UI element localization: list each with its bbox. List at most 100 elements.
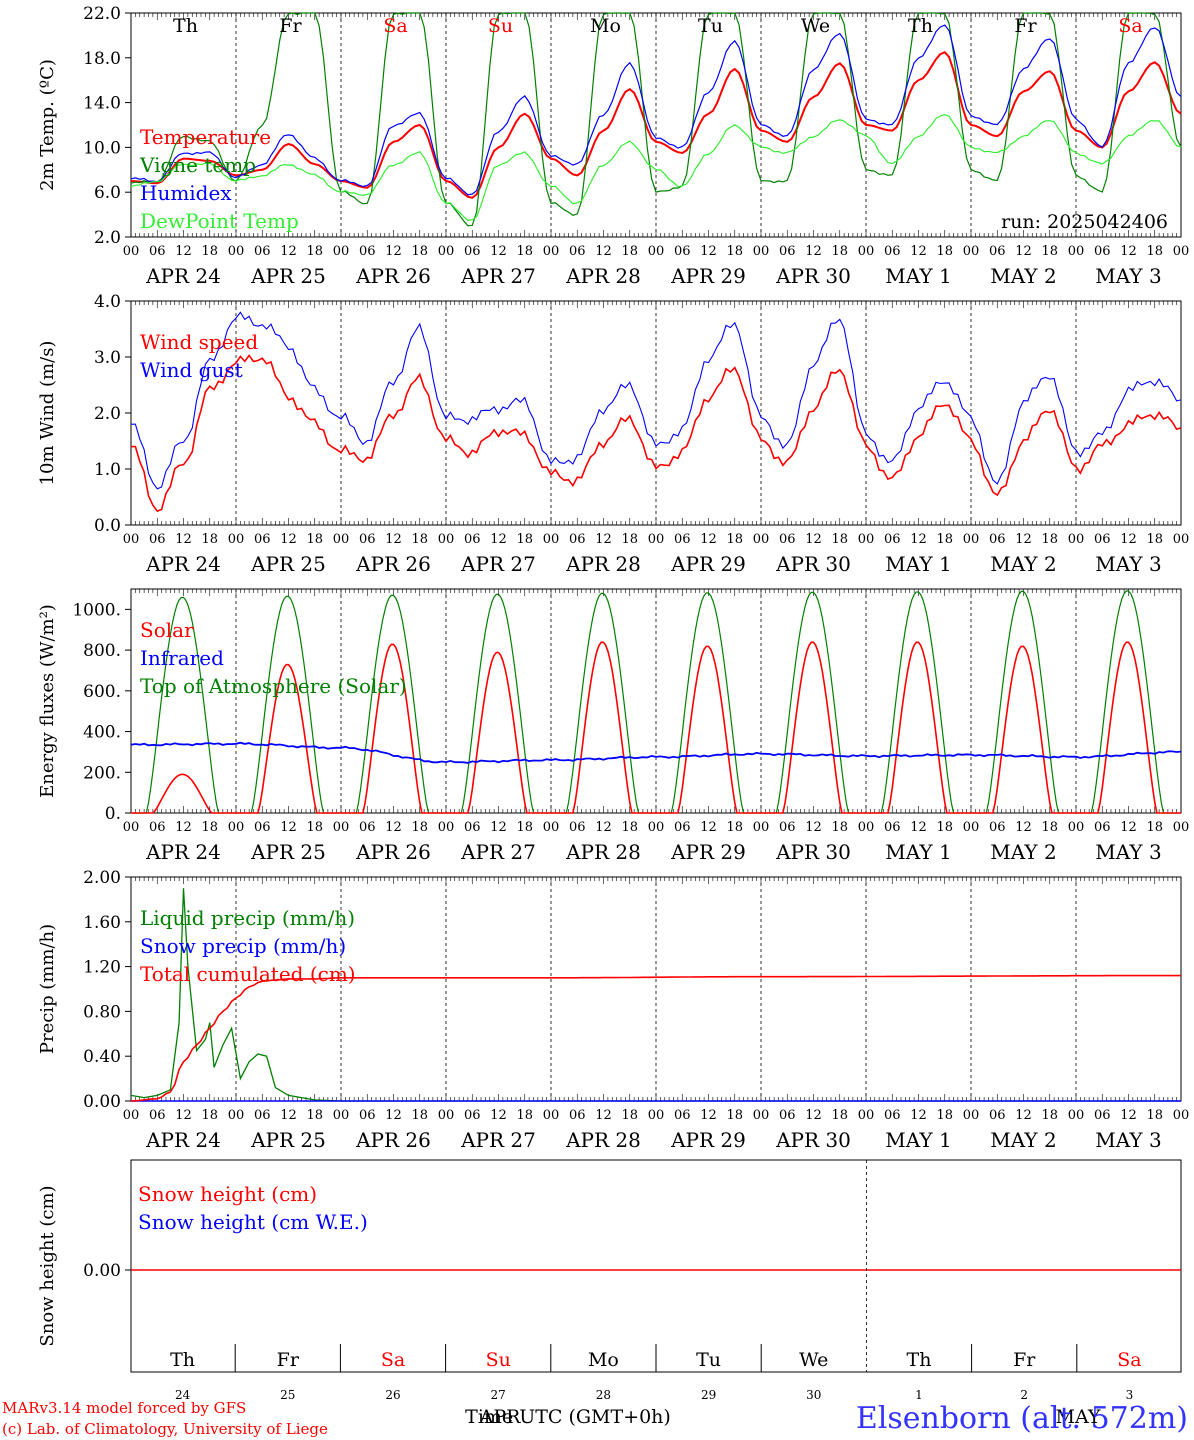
hour-tick-label: 12 bbox=[175, 1108, 192, 1123]
day-number-label: 29 bbox=[701, 1388, 716, 1402]
hour-tick-label: 18 bbox=[1146, 532, 1163, 547]
day-number-label: 1 bbox=[915, 1388, 923, 1402]
hour-tick-label: 12 bbox=[1015, 244, 1032, 259]
hour-tick-label: 06 bbox=[674, 532, 691, 547]
hour-tick-label: 18 bbox=[411, 244, 428, 259]
legend-entry: Wind gust bbox=[140, 358, 243, 382]
hour-tick-label: 18 bbox=[726, 532, 743, 547]
hour-tick-label: 12 bbox=[175, 532, 192, 547]
series-line-total-cumulated bbox=[130, 974, 1181, 1102]
y-tick-label: 14.0 bbox=[83, 94, 121, 114]
weekday-label: Su bbox=[488, 15, 513, 37]
y-tick-label: 2.00 bbox=[83, 868, 121, 888]
day-number-label: 26 bbox=[385, 1388, 400, 1402]
hour-tick-label: 00 bbox=[123, 532, 140, 547]
hour-tick-label: 18 bbox=[1041, 244, 1058, 259]
hour-tick-label: 12 bbox=[595, 820, 612, 835]
hour-tick-label: 06 bbox=[359, 532, 376, 547]
hour-tick-label: 18 bbox=[411, 532, 428, 547]
date-label: MAY 1 bbox=[885, 1128, 951, 1152]
series-line-vigne-temp bbox=[130, 12, 1182, 227]
panel-3: 00 06 12 18 APR 24 00 06 12 18 APR 25 00 06 12 18 APR … bbox=[37, 588, 1189, 864]
hour-tick-label: 18 bbox=[726, 244, 743, 259]
hour-tick-label: 18 bbox=[516, 1108, 533, 1123]
hour-tick-label: 06 bbox=[359, 1108, 376, 1123]
hour-tick-label: 12 bbox=[805, 532, 822, 547]
weekday-label: We bbox=[799, 1349, 828, 1371]
hour-tick-label: 00 bbox=[963, 532, 980, 547]
hour-tick-label: 06 bbox=[254, 820, 271, 835]
hour-tick-label: 00 bbox=[1068, 820, 1085, 835]
hour-tick-label: 18 bbox=[516, 820, 533, 835]
hour-tick-label: 00 bbox=[543, 820, 560, 835]
day-number-label: 2 bbox=[1020, 1388, 1028, 1402]
date-label: APR 27 bbox=[460, 264, 536, 288]
weekday-label: Th bbox=[170, 1349, 195, 1371]
hour-tick-label: 00 bbox=[438, 820, 455, 835]
weekday-label: Fr bbox=[1013, 1349, 1036, 1371]
weekday-label: Sa bbox=[381, 1349, 405, 1371]
weekday-label: Th bbox=[908, 15, 933, 37]
hour-tick-label: 06 bbox=[1094, 244, 1111, 259]
hour-tick-label: 18 bbox=[936, 820, 953, 835]
series-line-wind-speed bbox=[131, 354, 1182, 513]
hour-tick-label: 12 bbox=[1120, 532, 1137, 547]
date-label: MAY 1 bbox=[885, 552, 951, 576]
hour-tick-label: 06 bbox=[989, 1108, 1006, 1123]
hour-tick-label: 12 bbox=[175, 820, 192, 835]
hour-tick-label: 00 bbox=[648, 244, 665, 259]
hour-tick-label: 18 bbox=[726, 1108, 743, 1123]
weekday-label: Sa bbox=[1117, 1349, 1141, 1371]
weekday-label: Tu bbox=[696, 1349, 721, 1371]
hour-tick-label: 00 bbox=[123, 1108, 140, 1123]
hour-tick-label: 06 bbox=[779, 244, 796, 259]
hour-tick-label: 12 bbox=[1015, 1108, 1032, 1123]
hour-tick-label: 18 bbox=[411, 820, 428, 835]
series-line-infrared bbox=[130, 741, 1182, 764]
footer: MARv3.14 model forced by GFS (c) Lab. of … bbox=[2, 1399, 1188, 1438]
month-label: APR bbox=[479, 1406, 522, 1428]
hour-tick-label: 18 bbox=[201, 244, 218, 259]
y-tick-label: 2.0 bbox=[94, 228, 121, 248]
panel-5: 0.00 Snow height (cm) Snow height (cm) Snow… bbox=[37, 1159, 1182, 1402]
hour-tick-label: 12 bbox=[385, 244, 402, 259]
hour-tick-label: 18 bbox=[621, 1108, 638, 1123]
hour-tick-label: 06 bbox=[884, 1108, 901, 1123]
hour-tick-label: 00 bbox=[648, 1108, 665, 1123]
hour-tick-label: 00 bbox=[963, 244, 980, 259]
hour-tick-label: 12 bbox=[490, 820, 507, 835]
y-axis-label: Energy fluxes (W/m²) bbox=[37, 604, 58, 798]
weekday-label: We bbox=[801, 15, 830, 37]
hour-tick-label: 18 bbox=[831, 532, 848, 547]
hour-tick-label: 18 bbox=[516, 532, 533, 547]
y-tick-label: 6.0 bbox=[94, 183, 121, 203]
y-tick-label: 0.0 bbox=[94, 516, 121, 536]
legend-entry: DewPoint Temp bbox=[140, 209, 299, 233]
panel-frame bbox=[130, 300, 1182, 526]
y-tick-label: 1.0 bbox=[94, 460, 121, 480]
hour-tick-label: 12 bbox=[280, 532, 297, 547]
hour-tick-label: 00 bbox=[333, 532, 350, 547]
y-tick-label: 200. bbox=[83, 763, 121, 783]
hour-tick-label: 12 bbox=[910, 820, 927, 835]
date-label: MAY 2 bbox=[990, 1128, 1056, 1152]
lab-credit: (c) Lab. of Climatology, University of L… bbox=[2, 1420, 328, 1438]
y-tick-label: 10.0 bbox=[83, 138, 121, 158]
hour-tick-label: 06 bbox=[1094, 532, 1111, 547]
hour-tick-label: 06 bbox=[149, 1108, 166, 1123]
hour-tick-label: 06 bbox=[884, 244, 901, 259]
hour-tick-label: 00 bbox=[753, 532, 770, 547]
date-label: APR 25 bbox=[250, 1128, 326, 1152]
y-tick-label: 2.0 bbox=[94, 404, 121, 424]
legend-entry: Total cumulated (cm) bbox=[140, 962, 356, 986]
hour-tick-label: 00 bbox=[543, 532, 560, 547]
panel-frame bbox=[130, 12, 1182, 238]
date-label: APR 28 bbox=[565, 1128, 641, 1152]
panel-4: 00 06 12 18 APR 24 00 06 12 18 APR 25 00 06 12 18 APR … bbox=[37, 868, 1189, 1152]
hour-tick-label: 12 bbox=[1120, 820, 1137, 835]
date-label: MAY 1 bbox=[885, 264, 951, 288]
weekday-label: Th bbox=[173, 15, 198, 37]
hour-tick-label: 18 bbox=[1041, 1108, 1058, 1123]
run-annotation: run: 2025042406 bbox=[1001, 211, 1168, 233]
hour-tick-label: 00 bbox=[438, 1108, 455, 1123]
